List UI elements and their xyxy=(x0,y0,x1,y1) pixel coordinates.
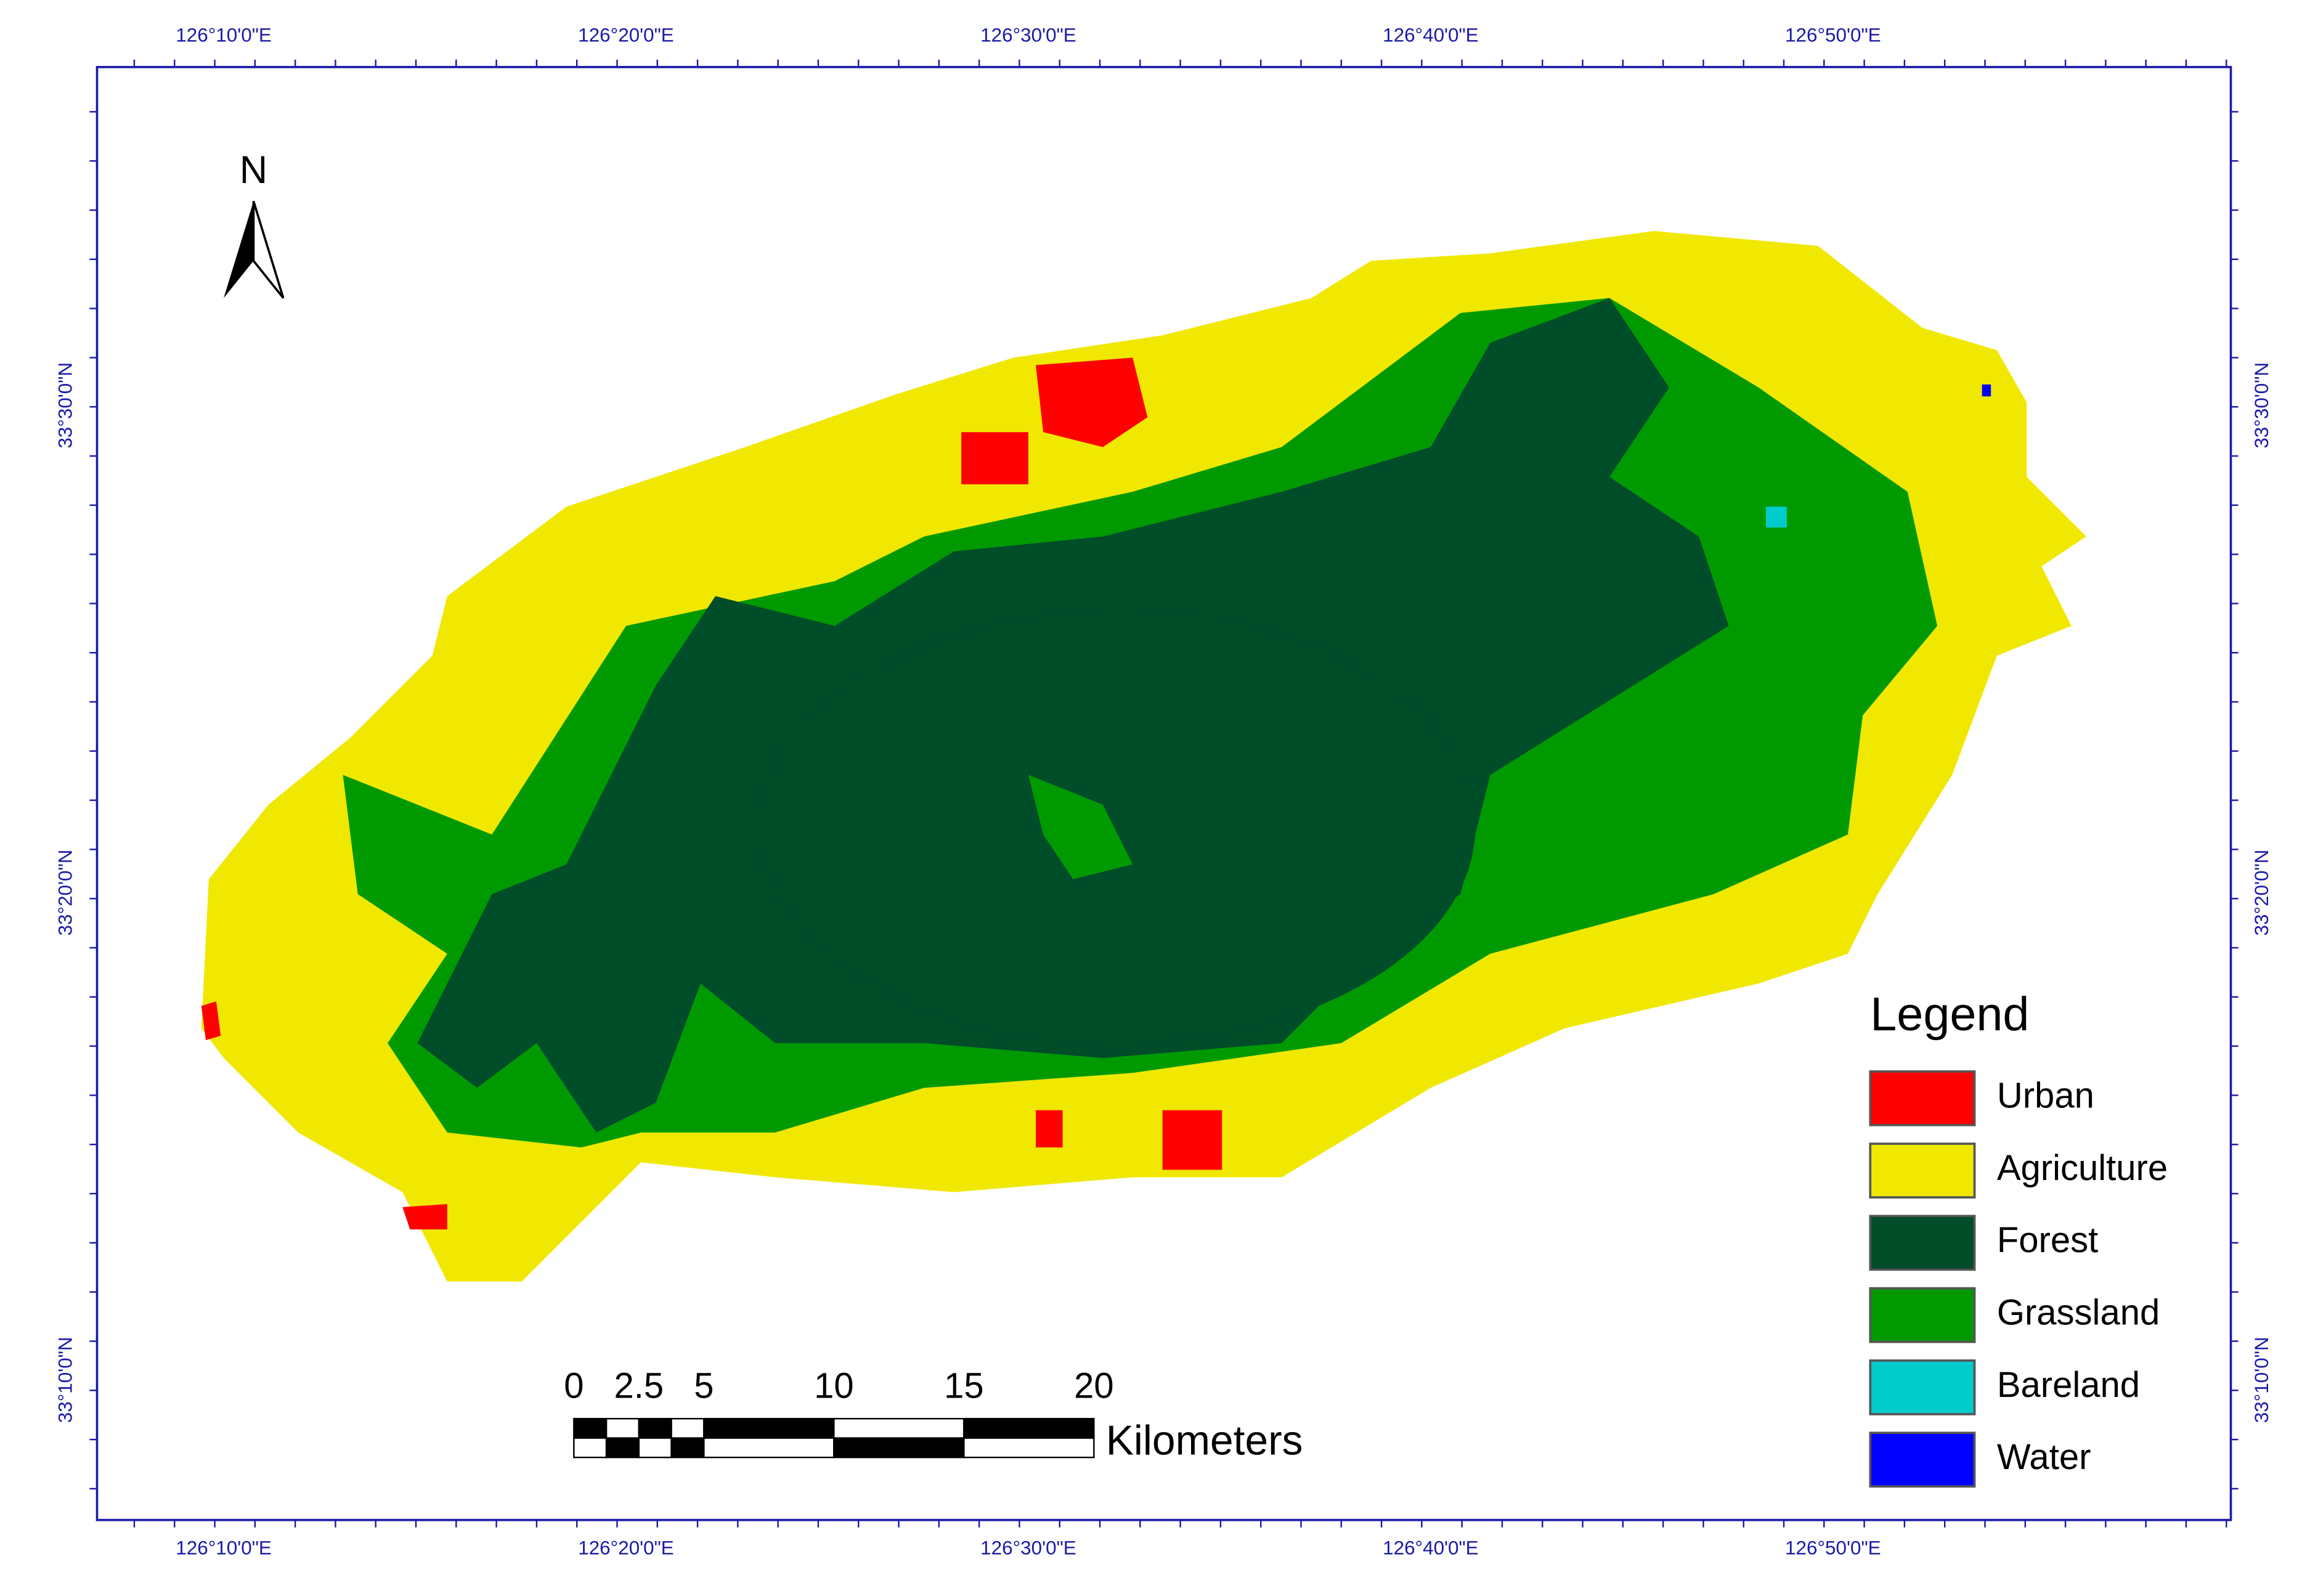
scale-label: 20 xyxy=(1074,1366,1114,1406)
north-arrow: N xyxy=(224,149,285,299)
scale-label: 0 xyxy=(564,1366,584,1406)
longitude-label: 126°40'0"E xyxy=(1383,1537,1479,1558)
scale-segment xyxy=(573,1418,608,1439)
longitude-label: 126°30'0"E xyxy=(980,1537,1076,1558)
scale-segment xyxy=(573,1437,608,1459)
legend-swatch xyxy=(1869,1142,1976,1199)
scale-unit: Kilometers xyxy=(1106,1417,1303,1464)
north-label: N xyxy=(240,149,267,192)
longitude-label: 126°30'0"E xyxy=(980,25,1076,46)
scale-segment xyxy=(605,1418,640,1439)
water-area xyxy=(1982,384,1991,397)
scale-segment xyxy=(670,1437,705,1459)
north-arrow-shape xyxy=(252,200,285,299)
scale-segment xyxy=(833,1418,965,1439)
longitude-label: 126°50'0"E xyxy=(1785,1537,1881,1558)
bareland-area xyxy=(1766,507,1787,528)
legend-label: Grassland xyxy=(1997,1292,2160,1332)
longitude-label: 126°20'0"E xyxy=(578,1537,674,1558)
legend-label: Water xyxy=(1997,1437,2091,1477)
scale-label: 15 xyxy=(944,1366,984,1406)
longitude-label: 126°20'0"E xyxy=(578,25,674,46)
legend-title: Legend xyxy=(1870,988,2029,1041)
legend-swatch xyxy=(1869,1215,1976,1271)
scale-label: 10 xyxy=(814,1366,854,1406)
scale-label: 2.5 xyxy=(614,1366,664,1406)
scale-label: 5 xyxy=(694,1366,714,1406)
grassland-area xyxy=(1028,775,1133,879)
legend-label: Forest xyxy=(1997,1220,2098,1260)
latitude-label: 33°20'0"N xyxy=(54,850,76,936)
legend-swatch xyxy=(1869,1070,1976,1126)
urban-area xyxy=(402,1203,447,1230)
legend-label: Agriculture xyxy=(1997,1148,2168,1188)
scale-segment xyxy=(703,1437,835,1459)
legend-swatch xyxy=(1869,1359,1976,1415)
legend-label: Urban xyxy=(1997,1076,2094,1116)
scale-segment xyxy=(638,1418,672,1439)
longitude-label: 126°50'0"E xyxy=(1785,25,1881,46)
urban-area xyxy=(1162,1110,1222,1170)
scale-segment xyxy=(703,1418,835,1439)
urban-area xyxy=(1036,1110,1063,1148)
scale-segment xyxy=(605,1437,640,1459)
longitude-label: 126°40'0"E xyxy=(1383,25,1479,46)
island xyxy=(201,230,2086,1282)
legend-label: Bareland xyxy=(1997,1365,2140,1405)
latitude-label: 33°20'0"N xyxy=(2251,850,2272,936)
scale-segment xyxy=(670,1418,705,1439)
urban-area xyxy=(1036,357,1148,447)
longitude-label: 126°10'0"E xyxy=(176,25,272,46)
scale-segment xyxy=(638,1437,672,1459)
legend-swatch xyxy=(1869,1431,1976,1488)
urban-area xyxy=(201,1001,221,1040)
latitude-label: 33°30'0"N xyxy=(2251,362,2272,449)
urban-area xyxy=(961,432,1028,484)
scale-segment xyxy=(963,1418,1095,1439)
scale-segment xyxy=(963,1437,1095,1459)
latitude-label: 33°10'0"N xyxy=(54,1337,76,1423)
latitude-label: 33°30'0"N xyxy=(54,362,76,449)
legend-swatch xyxy=(1869,1287,1976,1343)
latitude-label: 33°10'0"N xyxy=(2251,1337,2272,1423)
forest-area xyxy=(760,611,1476,1043)
scale-segment xyxy=(833,1437,965,1459)
north-arrow-shape xyxy=(224,201,254,298)
longitude-label: 126°10'0"E xyxy=(176,1537,272,1558)
